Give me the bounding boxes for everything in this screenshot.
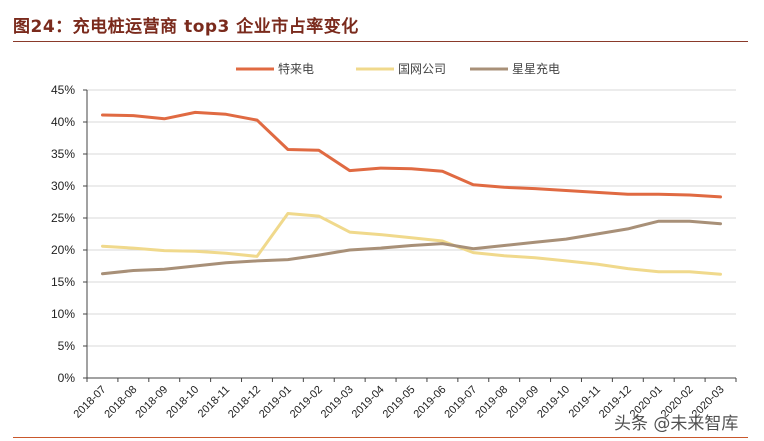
watermark: 头条 @未来智库 <box>614 414 739 434</box>
x-tick-label: 2018-09 <box>133 384 170 421</box>
x-tick-label: 2019-10 <box>535 384 572 421</box>
x-tick-label: 2018-10 <box>164 384 201 421</box>
x-tick-label: 2019-11 <box>567 384 603 420</box>
y-tick-label: 25% <box>51 211 75 225</box>
x-tick-label: 2019-09 <box>504 384 541 421</box>
x-tick-label: 2018-08 <box>102 384 139 421</box>
y-tick-label: 45% <box>51 83 75 97</box>
series-line-0 <box>101 110 722 199</box>
y-axis: 0% 5% 10% 15% 20% 25% 30% 35% 40% 45% <box>51 83 88 385</box>
chart-series <box>101 110 722 276</box>
x-tick-label: 2019-07 <box>442 384 479 421</box>
x-tick-label: 2019-03 <box>319 384 356 421</box>
y-tick-label: 30% <box>51 179 75 193</box>
legend-label: 特来电 <box>278 61 314 76</box>
x-tick-label: 2018-12 <box>226 384 263 421</box>
x-tick-label: 2019-01 <box>257 384 294 421</box>
x-tick-label: 2019-05 <box>381 384 418 421</box>
chart-legend: 特来电 国网公司 星星充电 <box>236 61 560 76</box>
x-tick-label: 2018-07 <box>72 384 109 421</box>
y-tick-label: 40% <box>51 115 75 129</box>
y-tick-label: 35% <box>51 147 75 161</box>
series-line-1 <box>101 212 722 276</box>
y-tick-label: 0% <box>58 371 76 385</box>
y-tick-label: 5% <box>58 339 76 353</box>
y-tick-label: 20% <box>51 243 75 257</box>
x-tick-label: 2019-02 <box>288 384 325 421</box>
x-tick-label: 2019-04 <box>350 384 387 421</box>
y-tick-label: 15% <box>51 275 75 289</box>
legend-label: 星星充电 <box>512 61 560 76</box>
x-tick-label: 2018-11 <box>196 384 232 420</box>
legend-label: 国网公司 <box>398 62 446 76</box>
x-tick-label: 2019-08 <box>473 384 510 421</box>
x-tick-label: 2019-06 <box>411 384 448 421</box>
y-tick-label: 10% <box>51 307 75 321</box>
bottom-divider <box>13 437 748 438</box>
chart-title: 图24：充电桩运营商 top3 企业市占率变化 <box>13 17 359 37</box>
chart-gridlines <box>87 89 736 347</box>
title-divider <box>13 41 748 42</box>
series-line-2 <box>101 219 722 276</box>
